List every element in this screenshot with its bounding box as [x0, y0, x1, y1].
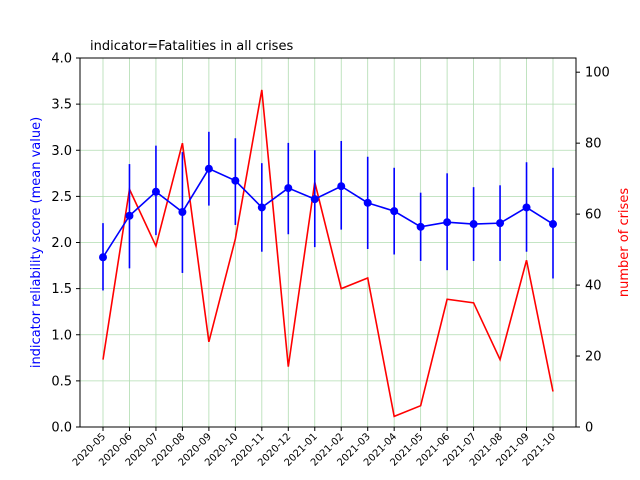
right-y-axis-label: number of crises: [617, 188, 632, 297]
right-y-tick-label: 0: [585, 421, 593, 436]
chart-title: indicator=Fatalities in all crises: [90, 39, 293, 54]
reliability-score-point: [549, 220, 557, 229]
reliability-score-line: [102, 167, 554, 258]
left-y-tick-label: 1.5: [51, 282, 72, 297]
left-y-tick-label: 2.0: [51, 236, 72, 251]
reliability-score-point: [125, 211, 134, 220]
reliability-score-point: [443, 218, 452, 227]
right-y-tick-label: 80: [585, 137, 602, 152]
left-y-tick-label: 0.5: [51, 374, 72, 389]
reliability-score-point: [496, 219, 505, 228]
reliability-score-point: [390, 207, 399, 216]
reliability-score-point: [151, 187, 160, 196]
reliability-score-point: [257, 203, 266, 212]
right-y-tick-label: 60: [585, 208, 602, 223]
reliability-score-point: [178, 208, 187, 217]
left-y-tick-label: 3.0: [51, 144, 72, 159]
reliability-score-point: [522, 203, 531, 212]
reliability-score-point: [310, 195, 319, 204]
left-y-tick-label: 3.5: [51, 98, 72, 113]
reliability-score-point: [99, 253, 107, 262]
reliability-score-point: [337, 182, 346, 191]
reliability-score-point: [469, 220, 478, 229]
reliability-score-point: [231, 176, 240, 185]
right-y-tick-label: 40: [585, 279, 602, 294]
left-y-tick-label: 0.0: [51, 421, 72, 436]
right-y-tick-label: 20: [585, 350, 602, 365]
crises-count-line: [102, 89, 554, 418]
reliability-score-point: [284, 184, 293, 193]
right-y-tick-label: 100: [585, 66, 610, 81]
left-y-axis-label: indicator reliability score (mean value): [29, 117, 44, 368]
reliability-score-point: [204, 164, 213, 173]
reliability-score-point: [363, 198, 372, 207]
left-y-tick-label: 4.0: [51, 52, 72, 67]
left-y-tick-label: 1.0: [51, 328, 72, 343]
left-y-tick-label: 2.5: [51, 190, 72, 205]
reliability-score-point: [416, 222, 425, 231]
